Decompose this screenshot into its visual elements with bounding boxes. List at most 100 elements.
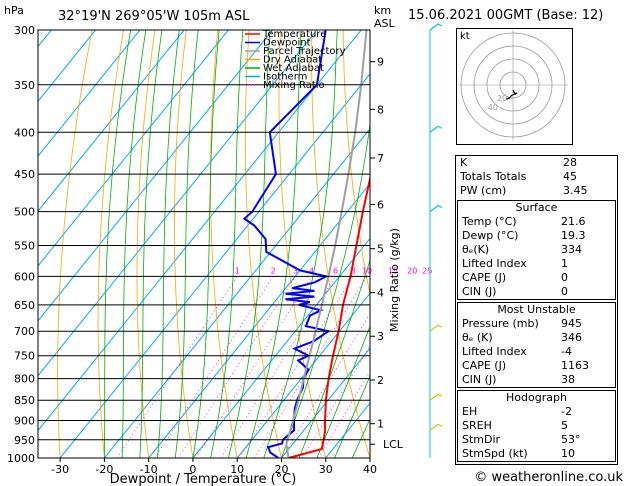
index-row: Temp (°C) 21.6 <box>458 215 615 229</box>
wind-barb <box>429 204 443 213</box>
mixing-ratio-label: 2 <box>271 266 276 275</box>
hpa-unit-label: hPa <box>4 4 24 17</box>
x-tick-label: -10 <box>140 463 158 476</box>
mixing-ratio-labels: 1 2 3 4 6 8 10 15 20 25 <box>235 266 433 275</box>
index-row: PW (cm) 3.45 <box>456 184 617 198</box>
mixing-ratio-line <box>281 313 370 458</box>
index-row: StmSpd (kt) 10 <box>458 447 615 461</box>
km-tick-label: 9 <box>377 56 384 69</box>
wet-adiabat-line <box>281 120 370 458</box>
wind-barb <box>429 423 443 431</box>
legend-entry: Dewpoint <box>263 38 311 49</box>
hodograph-trace <box>506 89 518 100</box>
km-tick-label: 2 <box>377 374 384 387</box>
index-value: 346 <box>561 331 582 344</box>
mixing-ratio-line <box>116 276 238 458</box>
x-axis-title: Dewpoint / Temperature (°C) <box>110 472 297 486</box>
hodograph-ring-label: 40 <box>488 103 498 112</box>
mixing-ratio-label: 1 <box>235 266 240 275</box>
index-label: Totals Totals <box>460 170 527 183</box>
wet-adiabat-line <box>245 30 302 458</box>
hodograph-ring-label: 20 <box>497 94 507 103</box>
index-value: 5 <box>561 419 568 432</box>
legend-entry: Dry Adiabat <box>263 55 322 66</box>
index-label: Lifted Index <box>462 345 527 358</box>
index-label: PW (cm) <box>460 184 507 197</box>
index-label: CAPE (J) <box>462 271 507 284</box>
isotherm-line <box>38 30 318 377</box>
pressure-tick-label: 750 <box>14 350 35 363</box>
index-value: 10 <box>561 447 575 460</box>
index-row: CIN (J) 38 <box>458 373 615 387</box>
mixing-ratio-label: 6 <box>333 266 338 275</box>
index-row: StmDir 53° <box>458 433 615 447</box>
section-title: Surface <box>515 201 558 214</box>
index-value: -2 <box>561 405 572 418</box>
index-value: 45 <box>563 170 577 183</box>
index-row: SREH 5 <box>458 419 615 433</box>
x-tick-label: 30 <box>319 463 333 476</box>
isotherm-line <box>59 73 370 458</box>
x-tick-label: 0 <box>189 463 196 476</box>
km-tick-label: 4 <box>377 287 384 300</box>
km-tick-label: 6 <box>377 198 384 211</box>
pressure-tick-label: 850 <box>14 394 35 407</box>
index-label: Temp (°C) <box>462 215 517 228</box>
axes: 3003504004505005506006507007508008509009… <box>7 24 404 476</box>
index-row: CAPE (J) 1163 <box>458 359 615 373</box>
mixing-ratio-line <box>318 370 370 458</box>
plot-frame <box>37 29 371 459</box>
index-value: 1 <box>561 257 568 270</box>
mixing-ratio-axis-title: Mixing Ratio (g/kg) <box>388 228 401 332</box>
dry-adiabat-line <box>57 30 93 458</box>
dry-adiabat-line <box>626 30 629 458</box>
index-label: CIN (J) <box>462 285 497 298</box>
wet-adiabat-line <box>334 375 370 458</box>
mixing-ratio-label: 15 <box>388 266 398 275</box>
km-tick-label: 8 <box>377 103 384 116</box>
isotherm-line <box>236 292 370 458</box>
wind-barb <box>429 324 443 332</box>
isotherm-line <box>281 347 370 458</box>
section-title: Hodograph <box>506 391 567 404</box>
index-value: 21.6 <box>561 215 586 228</box>
mixing-ratio-line <box>220 276 336 458</box>
isotherm-line <box>38 30 274 322</box>
index-value: 53° <box>561 433 581 446</box>
legend-entry: Mixing Ratio <box>263 80 325 91</box>
credit-label: © weatheronline.co.uk <box>474 470 623 485</box>
index-value: 28 <box>563 156 577 169</box>
index-row: θₑ (K) 346 <box>458 331 615 345</box>
mixing-ratio-line <box>253 276 368 458</box>
wind-barbs <box>429 23 443 458</box>
index-label: Lifted Index <box>462 257 527 270</box>
index-label: Pressure (mb) <box>462 317 539 330</box>
dry-adiabat-line <box>97 30 124 458</box>
location-label: 32°19'N 269°05'W 105m ASL <box>58 9 250 24</box>
pressure-tick-label: 450 <box>14 168 35 181</box>
hodograph-unit-label: kt <box>460 31 470 42</box>
pressure-tick-label: 400 <box>14 126 35 139</box>
index-row: Totals Totals 45 <box>456 170 617 184</box>
index-row: θₑ(K) 334 <box>458 243 615 257</box>
mixing-ratio-line <box>178 276 296 458</box>
pressure-tick-label: 550 <box>14 239 35 252</box>
indices-section-hodograph: Hodograph EH -2 SREH 5 StmDir 53° StmSpd (kt) 10 <box>457 390 616 462</box>
x-tick-label: -20 <box>95 463 113 476</box>
wet-adiabat-line <box>104 30 131 458</box>
isotherm-line <box>192 237 370 458</box>
index-value: 19.3 <box>561 229 586 242</box>
index-label: StmSpd (kt) <box>462 447 528 460</box>
hodograph-frame <box>456 28 573 145</box>
km-tick-label: 3 <box>377 330 384 343</box>
wind-barb <box>429 393 443 401</box>
index-label: CIN (J) <box>462 373 497 386</box>
section-title: Most Unstable <box>497 303 576 316</box>
index-row: Dewp (°C) 19.3 <box>458 229 615 243</box>
legend-entry: Temperature <box>262 29 326 40</box>
index-label: CAPE (J) <box>462 359 507 372</box>
x-tick-label: 20 <box>274 463 288 476</box>
profile-lines <box>242 30 370 458</box>
mixing-ratio-line <box>239 276 354 458</box>
